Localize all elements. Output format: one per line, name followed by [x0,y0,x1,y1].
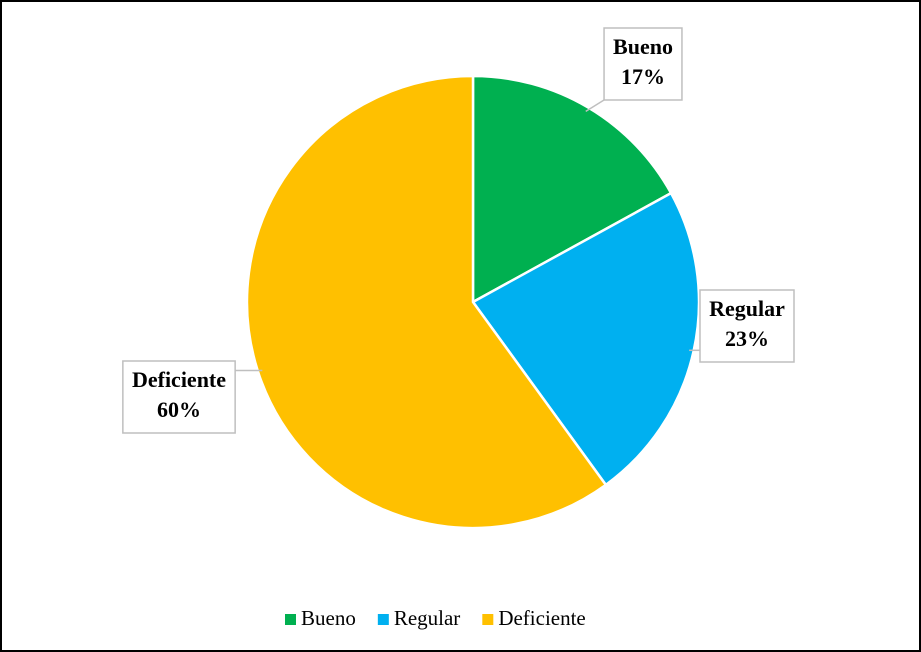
label-box [699,289,795,363]
label-value: 23% [725,326,769,351]
pie-slice [245,74,608,530]
pie [245,74,701,530]
label-box [122,360,236,434]
data-labels: Bueno 17% Regular 23% Deficiente 60% [122,27,795,434]
pie-slice [471,191,701,487]
legend-label: Bueno [301,606,356,630]
pie-slice [471,74,673,305]
label-leader [585,99,605,112]
label-value: 17% [621,64,665,89]
legend-swatch [482,614,494,625]
label-category: Deficiente [132,367,226,392]
legend-swatch [377,614,389,625]
legend-swatch [285,614,296,625]
legend-label: Regular [394,606,460,630]
label-value: 60% [157,397,201,422]
label-box [603,27,683,101]
legend: Bueno Regular Deficiente [285,606,586,630]
label-category: Regular [709,296,785,321]
legend-label: Deficiente [498,606,585,630]
label-category: Bueno [613,34,673,59]
